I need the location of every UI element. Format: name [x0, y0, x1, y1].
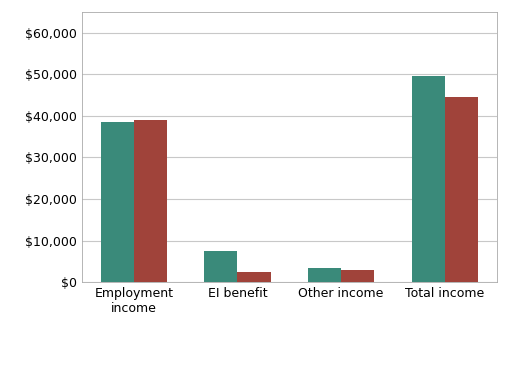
Legend: Seasonal, Non-Seasonal: Seasonal, Non-Seasonal	[190, 391, 388, 392]
Bar	[204, 251, 238, 282]
Bar	[412, 76, 444, 282]
Bar	[444, 97, 478, 282]
Bar	[101, 122, 134, 282]
Bar	[308, 268, 341, 282]
Bar	[238, 272, 271, 282]
Bar	[134, 120, 167, 282]
Bar	[341, 270, 374, 282]
